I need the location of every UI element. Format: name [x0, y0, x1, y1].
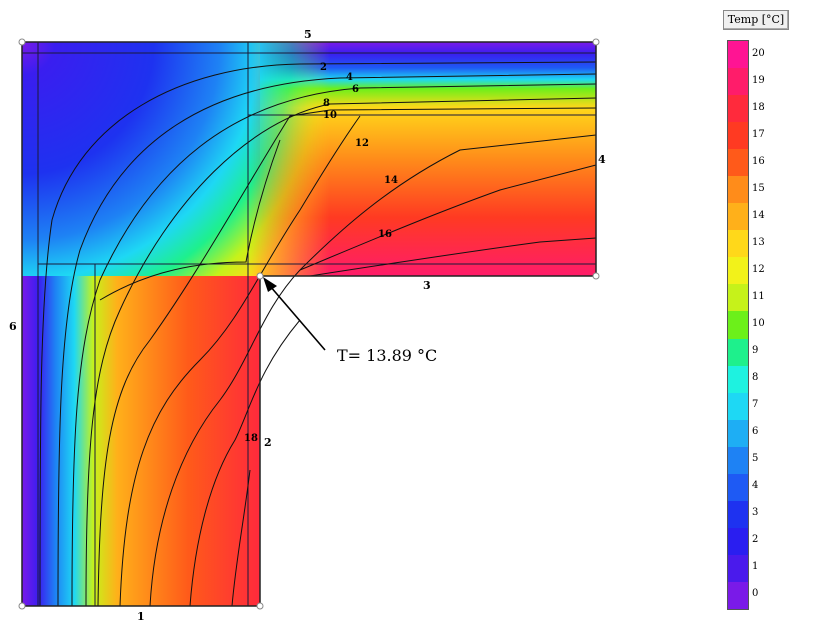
legend-label-16: 16 [752, 155, 765, 167]
contour-label-18: 18 [244, 433, 258, 444]
legend-label-7: 7 [752, 399, 759, 411]
legend-label-11: 11 [752, 290, 765, 302]
legend-swatch-9 [728, 338, 748, 366]
construction-lines [22, 42, 596, 606]
legend-swatch-6 [728, 419, 748, 447]
contour-label-4: 4 [346, 72, 353, 83]
legend-label-12: 12 [752, 263, 765, 275]
legend-swatch-7 [728, 392, 748, 420]
isotherm-10 [97, 107, 597, 607]
legend-label-1: 1 [752, 561, 759, 573]
annotation-arrow-line [269, 285, 326, 351]
legend-swatch-13 [728, 230, 748, 258]
isotherm-6 [71, 83, 597, 607]
annotation-text: T= 13.89 °C [337, 346, 437, 365]
legend-swatch-17 [728, 122, 748, 150]
contour-label-8: 8 [323, 98, 330, 109]
boundary-labels: 5 4 3 2 1 6 [9, 28, 606, 623]
legend-swatch-15 [728, 176, 748, 204]
legend-label-15: 15 [752, 182, 765, 194]
contour-label-2: 2 [320, 62, 327, 73]
legend-label-2: 2 [752, 534, 759, 546]
legend-swatch-10 [728, 311, 748, 339]
isotherm-4 [57, 73, 597, 607]
legend-label-4: 4 [752, 480, 759, 492]
legend-label-10: 10 [752, 318, 765, 329]
vertex-markers [18, 38, 600, 610]
legend-label-5: 5 [752, 453, 759, 465]
legend-label-3: 3 [752, 507, 759, 519]
boundary-label-4: 4 [598, 153, 606, 166]
contour-label-16: 16 [378, 229, 392, 240]
legend-swatch-14 [728, 203, 748, 231]
contour-label-10: 10 [323, 110, 337, 121]
legend-swatch-11 [728, 284, 748, 312]
legend-label-14: 14 [752, 209, 765, 221]
temperature-field [22, 42, 596, 606]
boundary-label-5: 5 [304, 28, 312, 41]
legend-swatch-8 [728, 365, 748, 393]
legend-swatch-4 [728, 473, 748, 501]
boundary-label-2: 2 [264, 436, 272, 449]
legend-label-8: 8 [752, 372, 759, 384]
legend-label-9: 9 [752, 345, 759, 357]
isotherm-18 [231, 237, 597, 607]
legend-label-18: 18 [752, 101, 765, 113]
legend-swatch-20 [728, 41, 748, 69]
legend-label-6: 6 [752, 426, 759, 438]
legend-swatch-5 [728, 446, 748, 474]
isotherm-inner-corner [99, 139, 281, 301]
annotation-arrowhead [263, 277, 277, 292]
boundary-label-6: 6 [9, 320, 17, 333]
isotherm-lines [39, 61, 597, 607]
legend-swatch-2 [728, 527, 748, 555]
contour-label-6: 6 [352, 84, 359, 95]
legend-swatch-16 [728, 149, 748, 177]
legend-label-13: 13 [752, 236, 765, 248]
legend-swatch-19 [728, 68, 748, 96]
color-legend [727, 40, 749, 610]
contour-label-14: 14 [384, 175, 398, 186]
isotherm-2 [39, 61, 597, 607]
field-corner [22, 42, 352, 276]
isotherm-8 [85, 97, 597, 607]
contour-labels: 2 4 6 8 10 12 14 16 18 [244, 62, 398, 444]
legend-label-19: 19 [752, 74, 765, 86]
legend-swatch-18 [728, 95, 748, 123]
legend-swatch-12 [728, 257, 748, 285]
boundary-label-3: 3 [423, 279, 431, 292]
legend-swatch-0 [728, 581, 748, 609]
contour-label-12: 12 [355, 138, 369, 149]
isotherm-16 [189, 164, 597, 607]
legend-label-0: 0 [752, 588, 759, 600]
legend-swatch-1 [728, 554, 748, 582]
legend-swatch-3 [728, 500, 748, 528]
boundary-label-1: 1 [137, 610, 145, 623]
legend-label-17: 17 [752, 128, 765, 140]
legend-label-20: 20 [752, 47, 765, 59]
isotherm-12 [119, 115, 361, 607]
legend-title: Temp [°C] [723, 10, 789, 30]
temperature-annotation: T= 13.89 °C [263, 277, 437, 365]
